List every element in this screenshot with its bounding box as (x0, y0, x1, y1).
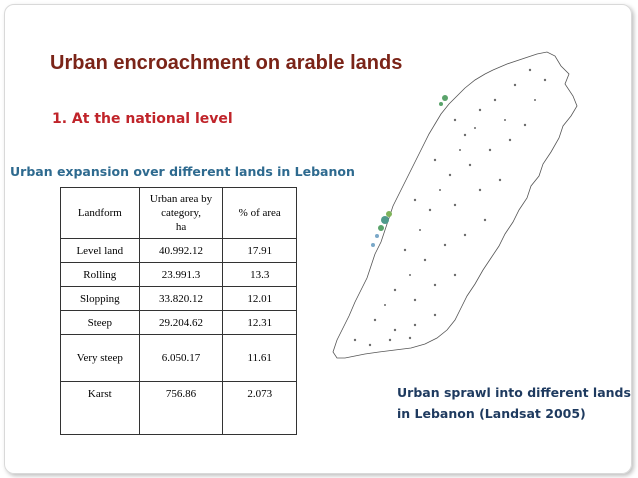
map-caption-line2: in Lebanon (Landsat 2005) (397, 406, 586, 421)
cell-area: 29.204.62 (138, 310, 224, 335)
table-row: Karst 756.86 2.073 (60, 381, 297, 435)
header-urban-area-line2: category, (161, 207, 201, 219)
urban-sprawl-patches (353, 68, 547, 347)
cell-landform: Level land (60, 238, 140, 263)
cell-landform: Rolling (60, 262, 140, 287)
header-landform: Landform (60, 187, 140, 239)
header-urban-area-line1: Urban area by (149, 193, 213, 205)
table-caption: Urban expansion over different lands in … (10, 164, 355, 179)
cell-area: 6.050.17 (138, 334, 224, 382)
header-urban-area: Urban area by category, ha (138, 187, 224, 239)
cell-percent: 11.61 (222, 334, 297, 382)
map-caption-line1: Urban sprawl into different lands (397, 385, 631, 400)
section-subtitle: 1. At the national level (52, 111, 233, 127)
cell-area: 33.820.12 (138, 286, 224, 311)
cell-percent: 2.073 (222, 381, 297, 435)
cell-percent: 17.91 (222, 238, 297, 263)
slide-title: Urban encroachment on arable lands (50, 52, 403, 74)
cell-landform: Steep (60, 310, 140, 335)
cell-area: 40.992.12 (138, 238, 224, 263)
urban-area-table: Landform Urban area by category, ha % of… (60, 187, 297, 435)
table-header-row: Landform Urban area by category, ha % of… (60, 187, 297, 239)
table-row: Level land 40.992.12 17.91 (60, 238, 297, 263)
table-row: Rolling 23.991.3 13.3 (60, 262, 297, 287)
map-caption: Urban sprawl into different lands in Leb… (397, 382, 631, 424)
cell-percent: 12.01 (222, 286, 297, 311)
cell-landform: Very steep (60, 334, 140, 382)
table-row: Very steep 6.050.17 11.61 (60, 334, 297, 382)
cell-area: 756.86 (138, 381, 224, 435)
cell-landform: Slopping (60, 286, 140, 311)
header-urban-area-line3: ha (175, 221, 187, 233)
cell-percent: 12.31 (222, 310, 297, 335)
slide-frame (4, 4, 632, 474)
cell-area: 23.991.3 (138, 262, 224, 287)
header-percent-area: % of area (222, 187, 297, 239)
cell-landform: Karst (60, 381, 140, 435)
table-row: Slopping 33.820.12 12.01 (60, 286, 297, 311)
cell-percent: 13.3 (222, 262, 297, 287)
table-row: Steep 29.204.62 12.31 (60, 310, 297, 335)
lebanon-map-icon (332, 51, 578, 359)
